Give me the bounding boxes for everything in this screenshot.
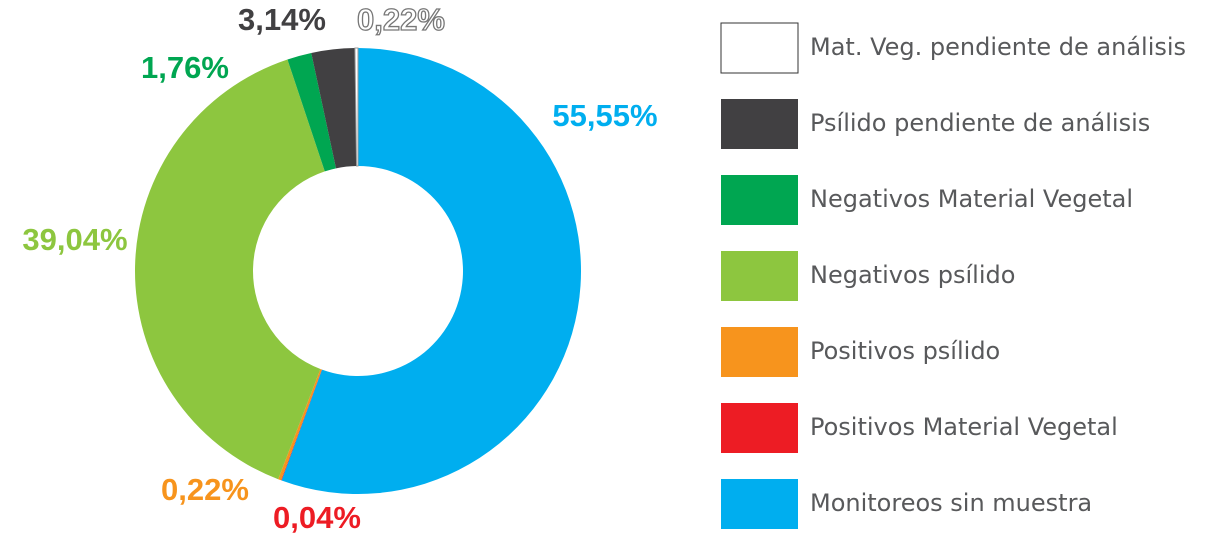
- legend-swatch: [721, 479, 798, 529]
- value-label: 1,76%: [141, 50, 229, 85]
- value-label: 55,55%: [552, 98, 657, 133]
- slice: [281, 369, 323, 481]
- slice: [287, 52, 336, 172]
- legend-swatch: [721, 403, 798, 453]
- legend-label: Negativos psílido: [810, 261, 1015, 289]
- legend-swatch: [721, 175, 798, 225]
- slice: [281, 48, 581, 495]
- value-label: 0,04%: [273, 500, 361, 535]
- slice: [354, 47, 359, 167]
- legend-label: Negativos Material Vegetal: [810, 185, 1133, 213]
- value-label: 39,04%: [22, 222, 127, 257]
- slice: [278, 369, 322, 481]
- value-label: 0,22%: [161, 472, 249, 507]
- legend-label: Positivos psílido: [810, 337, 1000, 365]
- slice: [135, 59, 325, 480]
- legend-label: Mat. Veg. pendiente de análisis: [810, 33, 1186, 61]
- legend-label: Psílido pendiente de análisis: [810, 109, 1150, 137]
- legend-label: Monitoreos sin muestra: [810, 489, 1092, 517]
- legend-swatch: [721, 99, 798, 149]
- value-label: 3,14%: [238, 2, 326, 37]
- legend-label: Positivos Material Vegetal: [810, 413, 1118, 441]
- value-label: 0,22%: [357, 2, 445, 37]
- slice: [311, 48, 357, 169]
- legend-swatch: [721, 327, 798, 377]
- legend-swatch: [721, 251, 798, 301]
- legend-swatch: [720, 22, 799, 74]
